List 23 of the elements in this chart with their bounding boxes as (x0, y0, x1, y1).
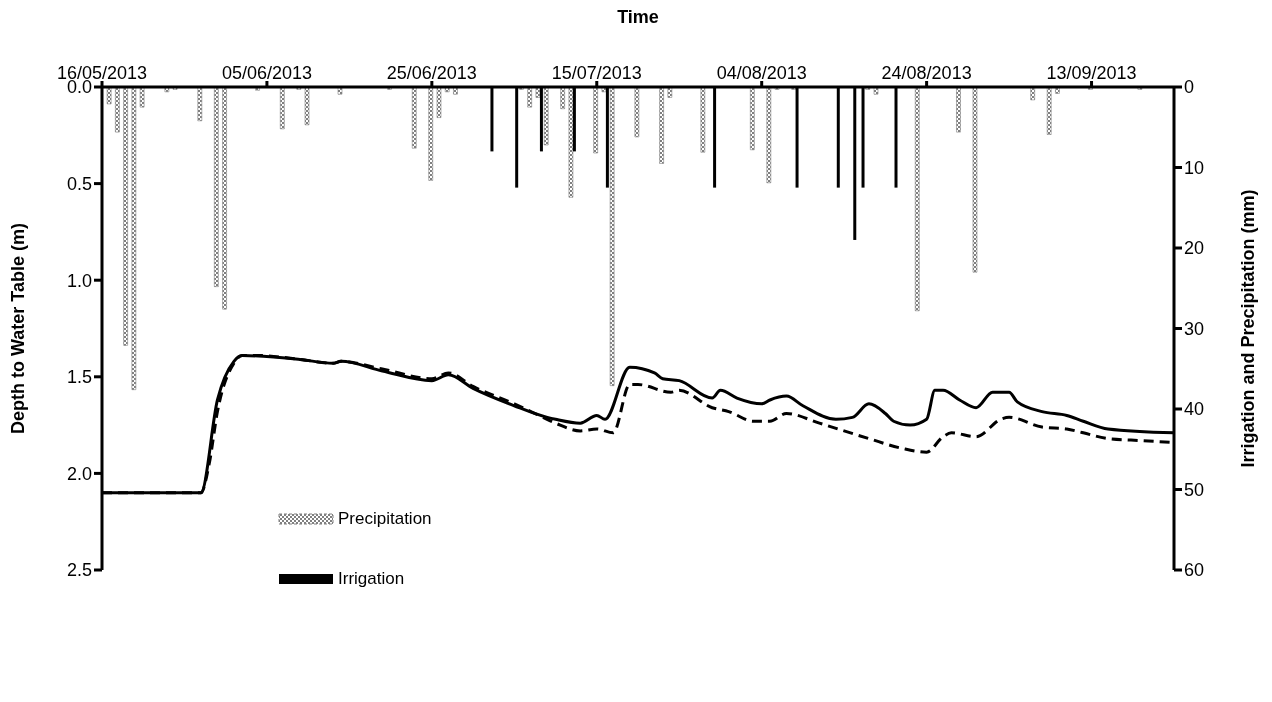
x-tick-label: 25/06/2013 (386, 63, 477, 83)
x-tick-label: 04/08/2013 (716, 63, 807, 83)
y-axis-title: Depth to Water Table (m) (8, 223, 29, 434)
y2-tick-label: 30 (1184, 318, 1205, 339)
x-tick-label: 15/07/2013 (551, 63, 642, 83)
y-tick-label: 1.5 (66, 367, 92, 388)
x-tick-label: 24/08/2013 (881, 63, 972, 83)
x-tick-label: 13/09/2013 (1046, 63, 1137, 83)
x-axis-title: Time (617, 6, 659, 27)
y2-tick-label: 20 (1184, 238, 1205, 259)
y-tick-label: 2.5 (66, 560, 92, 581)
y2-tick-label: 60 (1184, 560, 1205, 581)
y2-tick-label: 40 (1184, 399, 1205, 420)
legend-label: Irrigation (338, 569, 405, 589)
y-tick-label: 1.0 (66, 270, 92, 291)
y2-tick-label: 0 (1184, 77, 1195, 98)
y2-tick-label: 50 (1184, 479, 1205, 500)
y2-tick-label: 10 (1184, 157, 1205, 178)
x-tick-label: 05/06/2013 (221, 63, 312, 83)
legend-label: Precipitation (338, 509, 432, 529)
y-tick-label: 0.5 (66, 173, 92, 194)
y2-axis-title: Irrigation and Precipitation (mm) (1238, 189, 1259, 468)
y-tick-label: 2.0 (66, 463, 92, 484)
